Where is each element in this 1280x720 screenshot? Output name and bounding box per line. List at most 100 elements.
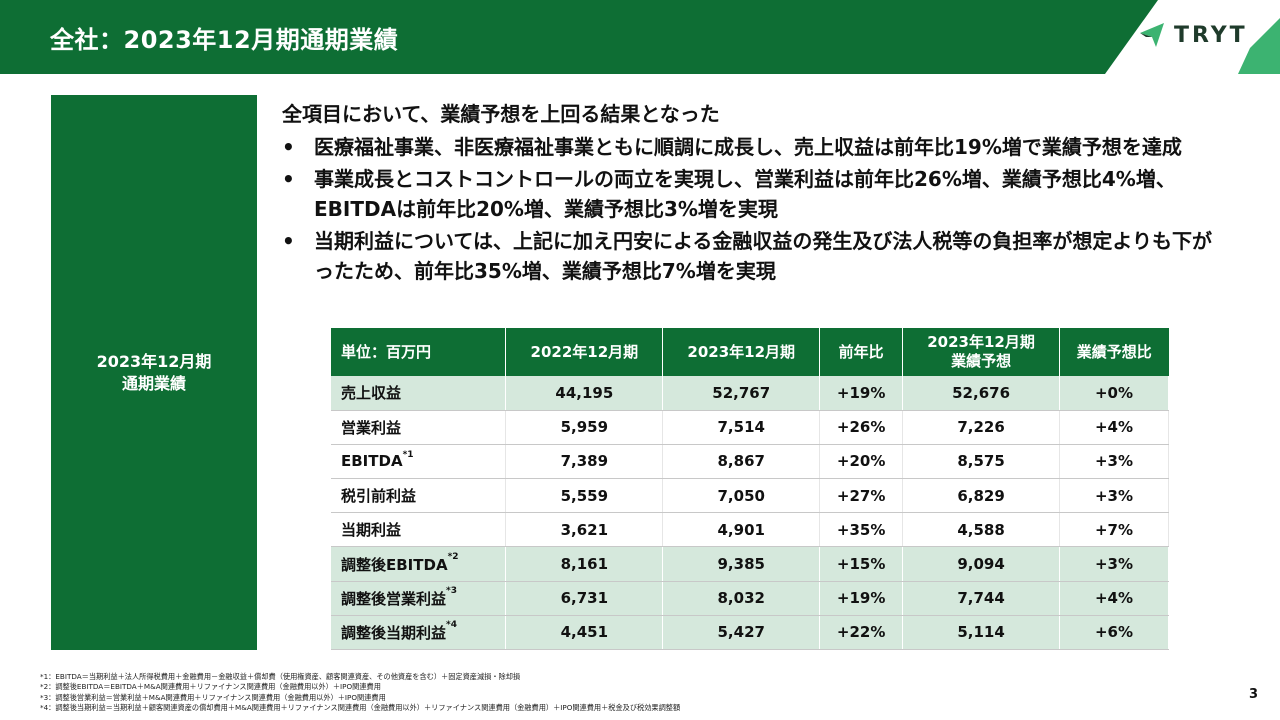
row-label: 売上収益 xyxy=(331,376,507,411)
row-label-text: 調整後EBITDA xyxy=(341,555,448,574)
row-label-text: 当期利益 xyxy=(341,521,402,540)
cell-fy2023: 9,385 xyxy=(662,546,821,582)
cell-fy2022: 4,451 xyxy=(505,615,664,651)
header-fy2022: 2022年12月期 xyxy=(505,328,664,376)
cell-vs-forecast: +0% xyxy=(1059,376,1169,411)
row-label-text: EBITDA xyxy=(341,452,403,471)
row-label-text: 売上収益 xyxy=(341,384,402,403)
cell-fy2022: 7,389 xyxy=(505,444,664,480)
logo-mark-icon xyxy=(1140,23,1164,47)
row-label: EBITDA*1 xyxy=(331,444,507,480)
summary-bullet: • 医療福祉事業、非医療福祉事業ともに順調に成長し、売上収益は前年比19%増で業績… xyxy=(282,132,1212,162)
cell-fy2023: 7,514 xyxy=(662,410,821,445)
cell-forecast: 6,829 xyxy=(902,478,1061,514)
table-row: 調整後営業利益*3 6,731 8,032 +19% 7,744 +4% xyxy=(331,581,1169,616)
header-unit: 単位：百万円 xyxy=(331,328,507,376)
row-label-text: 調整後当期利益 xyxy=(341,623,447,642)
footnote-ref: *4 xyxy=(446,619,457,630)
cell-yoy: +35% xyxy=(819,512,904,548)
slide-header: 全社：2023年12月期通期業績 TRYT xyxy=(0,0,1280,74)
footnotes: *1：EBITDA＝当期利益＋法人所得税費用＋金融費用－金融収益＋償却費（使用権… xyxy=(40,672,1190,714)
table-row: 税引前利益 5,559 7,050 +27% 6,829 +3% xyxy=(331,478,1169,514)
footnote-3: *3：調整後営業利益＝営業利益＋M&A関連費用＋リファイナンス関連費用（金融費用… xyxy=(40,692,386,702)
footnote-4: *4：調整後当期利益＝当期利益＋顧客関連資産の償却費用＋M&A関連費用＋リファイ… xyxy=(40,703,681,713)
footnote-ref: *3 xyxy=(446,585,457,596)
header-vs-forecast: 業績予想比 xyxy=(1059,328,1169,376)
header-forecast-line1: 2023年12月期 xyxy=(927,333,1035,351)
bullet-text: 事業成長とコストコントロールの両立を実現し、営業利益は前年比26%増、業績予想比… xyxy=(314,167,1176,221)
cell-yoy: +19% xyxy=(819,581,904,616)
results-table: 単位：百万円 2022年12月期 2023年12月期 前年比 2023年12月期… xyxy=(331,328,1169,651)
summary-lead: 全項目において、業績予想を上回る結果となった xyxy=(282,102,720,126)
section-label-line1: 2023年12月期 xyxy=(96,351,212,371)
footnote-ref: *2 xyxy=(447,551,459,562)
summary-bullet: • 事業成長とコストコントロールの両立を実現し、営業利益は前年比26%増、業績予想… xyxy=(282,164,1212,224)
cell-fy2023: 8,032 xyxy=(662,581,821,616)
cell-yoy: +19% xyxy=(819,376,904,411)
section-label: 2023年12月期 通期業績 xyxy=(97,351,212,395)
cell-fy2023: 5,427 xyxy=(662,615,821,651)
summary-bullets: • 医療福祉事業、非医療福祉事業ともに順調に成長し、売上収益は前年比19%増で業績… xyxy=(282,132,1212,288)
bullet-dot-icon: • xyxy=(282,167,295,191)
page-title: 全社：2023年12月期通期業績 xyxy=(50,26,399,54)
bullet-dot-icon: • xyxy=(282,229,295,253)
summary-bullet: • 当期利益については、上記に加え円安による金融収益の発生及び法人税等の負担率が想… xyxy=(282,226,1212,286)
row-label: 調整後EBITDA*2 xyxy=(331,546,507,582)
cell-vs-forecast: +3% xyxy=(1059,478,1169,514)
cell-fy2023: 8,867 xyxy=(662,444,821,480)
row-label-text: 調整後営業利益 xyxy=(341,589,447,608)
cell-forecast: 5,114 xyxy=(902,615,1061,651)
row-label-text: 税引前利益 xyxy=(341,487,417,506)
cell-forecast: 9,094 xyxy=(902,546,1061,582)
table-row: 当期利益 3,621 4,901 +35% 4,588 +7% xyxy=(331,512,1169,548)
header-band xyxy=(0,0,1280,74)
cell-fy2022: 5,559 xyxy=(505,478,664,514)
cell-forecast: 52,676 xyxy=(902,376,1061,411)
header-forecast-line2: 業績予想 xyxy=(951,352,1012,370)
cell-fy2022: 6,731 xyxy=(505,581,664,616)
cell-vs-forecast: +6% xyxy=(1059,615,1169,651)
cell-forecast: 8,575 xyxy=(902,444,1061,480)
row-label: 調整後当期利益*4 xyxy=(331,615,507,651)
cell-fy2022: 44,195 xyxy=(505,376,664,411)
cell-forecast: 7,744 xyxy=(902,581,1061,616)
row-label: 税引前利益 xyxy=(331,478,507,514)
cell-yoy: +27% xyxy=(819,478,904,514)
cell-yoy: +15% xyxy=(819,546,904,582)
cell-yoy: +20% xyxy=(819,444,904,480)
cell-yoy: +22% xyxy=(819,615,904,651)
table-row: 売上収益 44,195 52,767 +19% 52,676 +0% xyxy=(331,376,1169,411)
section-label-line2: 通期業績 xyxy=(121,373,186,393)
bullet-text: 医療福祉事業、非医療福祉事業ともに順調に成長し、売上収益は前年比19%増で業績予… xyxy=(314,135,1182,159)
cell-forecast: 7,226 xyxy=(902,410,1061,445)
cell-fy2023: 52,767 xyxy=(662,376,821,411)
cell-vs-forecast: +7% xyxy=(1059,512,1169,548)
footnote-ref: *1 xyxy=(402,450,414,461)
cell-fy2022: 3,621 xyxy=(505,512,664,548)
footnote-2: *2：調整後EBITDA＝EBITDA＋M&A関連費用＋リファイナンス関連費用（… xyxy=(40,682,381,692)
row-label: 当期利益 xyxy=(331,512,507,548)
page-number: 3 xyxy=(1249,687,1259,702)
table-row: 営業利益 5,959 7,514 +26% 7,226 +4% xyxy=(331,410,1169,445)
header-fy2023: 2023年12月期 xyxy=(662,328,821,376)
cell-vs-forecast: +4% xyxy=(1059,581,1169,616)
footnote-1: *1：EBITDA＝当期利益＋法人所得税費用＋金融費用－金融収益＋償却費（使用権… xyxy=(40,672,521,681)
company-logo: TRYT xyxy=(1138,20,1248,50)
row-label: 営業利益 xyxy=(331,410,507,445)
cell-vs-forecast: +3% xyxy=(1059,444,1169,480)
cell-fy2023: 7,050 xyxy=(662,478,821,514)
cell-forecast: 4,588 xyxy=(902,512,1061,548)
header-forecast: 2023年12月期 業績予想 xyxy=(902,328,1061,376)
table-header-row: 単位：百万円 2022年12月期 2023年12月期 前年比 2023年12月期… xyxy=(331,328,1169,376)
logo-text: TRYT xyxy=(1174,22,1248,48)
row-label-text: 営業利益 xyxy=(341,418,402,437)
header-yoy: 前年比 xyxy=(819,328,904,376)
bullet-dot-icon: • xyxy=(282,135,295,159)
bullet-text: 当期利益については、上記に加え円安による金融収益の発生及び法人税等の負担率が想定… xyxy=(314,229,1212,283)
cell-vs-forecast: +3% xyxy=(1059,546,1169,582)
cell-yoy: +26% xyxy=(819,410,904,445)
row-label: 調整後営業利益*3 xyxy=(331,581,507,616)
table-row: 調整後当期利益*4 4,451 5,427 +22% 5,114 +6% xyxy=(331,615,1169,651)
cell-vs-forecast: +4% xyxy=(1059,410,1169,445)
cell-fy2023: 4,901 xyxy=(662,512,821,548)
